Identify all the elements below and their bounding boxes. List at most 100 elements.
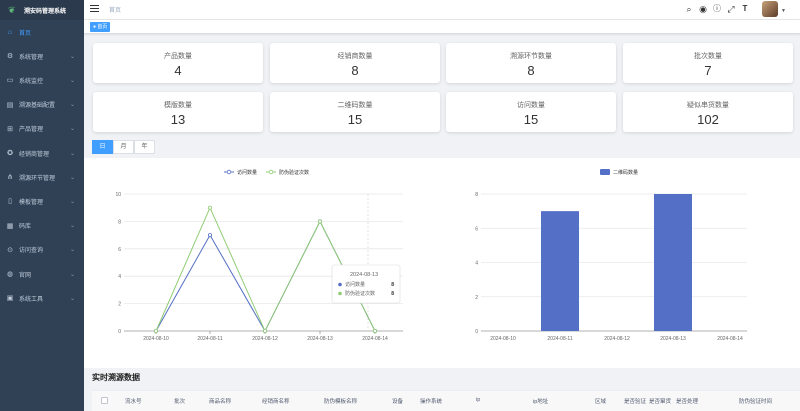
y-tick-label: 4	[118, 274, 121, 280]
breadcrumb[interactable]: 首页	[109, 8, 122, 14]
stat-card[interactable]: 访问数量 15	[446, 92, 616, 132]
tag-home-label: 首页	[97, 24, 108, 30]
data-point[interactable]	[208, 205, 213, 210]
sidebar-item-9[interactable]: ⊙ 访问查询 ⌄	[0, 238, 84, 262]
sidebar-item-0[interactable]: ⌂ 首页	[0, 20, 84, 44]
search-icon[interactable]: ⌕	[686, 4, 692, 14]
hamburger-icon[interactable]	[90, 5, 99, 13]
stat-card[interactable]: 模版数量 13	[93, 92, 263, 132]
y-tick-label: 8	[118, 219, 121, 225]
sidebar-item-label: 码库	[19, 224, 32, 231]
data-point[interactable]	[262, 328, 267, 333]
chevron-down-icon: ⌄	[69, 223, 75, 230]
monitor-icon: ▭	[6, 77, 14, 85]
bar[interactable]	[654, 194, 692, 331]
template-icon: ▯	[8, 198, 12, 206]
x-tick-label: 2024-08-13	[660, 336, 686, 342]
flow-icon: ⋔	[7, 174, 13, 182]
column-header[interactable]: 防伪模板名称	[324, 399, 358, 405]
dealer-icon: ✪	[7, 150, 13, 157]
period-button[interactable]: 月	[113, 140, 134, 154]
dashboard-icon: ⌂	[7, 28, 13, 36]
period-button[interactable]: 日	[92, 140, 113, 154]
app-logo[interactable]: ❦ 溯安码管理系统	[0, 0, 84, 20]
stat-value: 13	[170, 112, 186, 127]
top-navbar: 首页 ⌕ ◉ ⓘ ⤢ T ▼	[84, 0, 800, 20]
sidebar-item-3[interactable]: ▤ 溯源基础配置 ⌄	[0, 93, 84, 117]
column-header[interactable]: 商品名称	[209, 399, 232, 405]
globe-icon: ◍	[6, 271, 14, 278]
chevron-down-icon: ⌄	[69, 271, 75, 278]
data-point[interactable]	[317, 219, 322, 224]
sidebar-item-6[interactable]: ⋔ 溯源环节管理 ⌄	[0, 165, 84, 189]
github-icon[interactable]: ◉	[699, 4, 707, 14]
data-point[interactable]	[154, 328, 159, 333]
leaf-logo-icon: ❦	[8, 5, 16, 15]
stat-card[interactable]: 批次数量 7	[623, 43, 793, 83]
tag-home[interactable]: ● 首页	[90, 22, 111, 32]
x-tick-label: 2024-08-12	[604, 336, 630, 342]
stat-card[interactable]: 产品数量 4	[93, 43, 263, 83]
x-tick-label: 2024-08-10	[143, 336, 169, 342]
stat-label: 产品数量	[164, 53, 192, 60]
avatar[interactable]	[762, 1, 778, 17]
bar[interactable]	[541, 211, 579, 331]
period-button[interactable]: 年	[134, 140, 155, 154]
stat-label: 批次数量	[694, 53, 722, 60]
column-header[interactable]: 批次	[174, 399, 186, 405]
column-header[interactable]: 区域	[595, 399, 607, 405]
chevron-down-icon: ⌄	[69, 126, 75, 133]
column-header[interactable]: 流水号	[125, 399, 142, 405]
column-header[interactable]: 防伪验证时间	[739, 399, 773, 405]
y-tick-label: 2	[118, 302, 121, 308]
fullscreen-icon[interactable]: ⤢	[727, 4, 735, 14]
legend-label[interactable]: 二维码数量	[613, 169, 638, 176]
chevron-down-icon: ⌄	[69, 53, 75, 60]
chevron-down-icon: ⌄	[69, 198, 75, 205]
column-header[interactable]: 设备	[392, 399, 404, 405]
legend-swatch[interactable]	[600, 169, 610, 175]
stat-card[interactable]: 溯源环节数量 8	[446, 43, 616, 83]
sidebar-item-1[interactable]: ⚙ 系统管理 ⌄	[0, 44, 84, 68]
stat-card[interactable]: 疑似串货数量 102	[623, 92, 793, 132]
column-header[interactable]: 经销商名称	[262, 399, 290, 405]
stat-value: 8	[527, 63, 535, 78]
chevron-down-icon: ⌄	[69, 150, 75, 157]
tooltip-series-name: 防伪验证次数	[345, 290, 375, 297]
sidebar-item-10[interactable]: ◍ 官网 ⌄	[0, 262, 84, 286]
column-header[interactable]: 操作系统	[420, 399, 443, 405]
sidebar-item-label: 溯源环节管理	[19, 175, 56, 182]
chevron-down-icon[interactable]: ▼	[781, 8, 786, 14]
y-tick-label: 8	[475, 192, 478, 198]
column-header[interactable]: ip	[476, 397, 481, 403]
sidebar-item-4[interactable]: ⊞ 产品管理 ⌄	[0, 117, 84, 141]
legend-label[interactable]: 防伪验证次数	[279, 169, 309, 176]
sidebar-item-label: 模板管理	[19, 199, 44, 206]
tooltip-box	[331, 264, 401, 304]
stat-value: 4	[174, 63, 182, 78]
font-size-icon[interactable]: T	[742, 4, 748, 13]
column-header[interactable]: 是否窜货	[649, 399, 672, 405]
data-point[interactable]	[208, 233, 213, 238]
legend-label[interactable]: 访问数量	[237, 169, 257, 176]
sidebar-item-7[interactable]: ▯ 模板管理 ⌄	[0, 189, 84, 213]
sidebar-item-11[interactable]: ▣ 系统工具 ⌄	[0, 286, 84, 310]
gear-icon: ⚙	[6, 53, 14, 61]
sidebar-item-2[interactable]: ▭ 系统监控 ⌄	[0, 68, 84, 92]
qrcode-icon: ▦	[6, 222, 14, 230]
column-header[interactable]: 是否处理	[676, 399, 699, 405]
select-all-checkbox[interactable]	[101, 397, 108, 404]
stat-card[interactable]: 二维码数量 15	[270, 92, 440, 132]
help-icon[interactable]: ⓘ	[713, 4, 721, 13]
sidebar-item-label: 官网	[19, 272, 32, 279]
chevron-down-icon: ⌄	[69, 174, 75, 181]
sidebar-item-5[interactable]: ✪ 经销商管理 ⌄	[0, 141, 84, 165]
stat-label: 溯源环节数量	[510, 53, 552, 60]
stat-value: 15	[347, 112, 363, 127]
column-header[interactable]: 是否验证	[624, 399, 647, 405]
sidebar-item-8[interactable]: ▦ 码库 ⌄	[0, 214, 84, 238]
column-header[interactable]: ip地址	[533, 399, 549, 405]
stat-card[interactable]: 经销商数量 8	[270, 43, 440, 83]
data-point[interactable]	[372, 328, 377, 333]
